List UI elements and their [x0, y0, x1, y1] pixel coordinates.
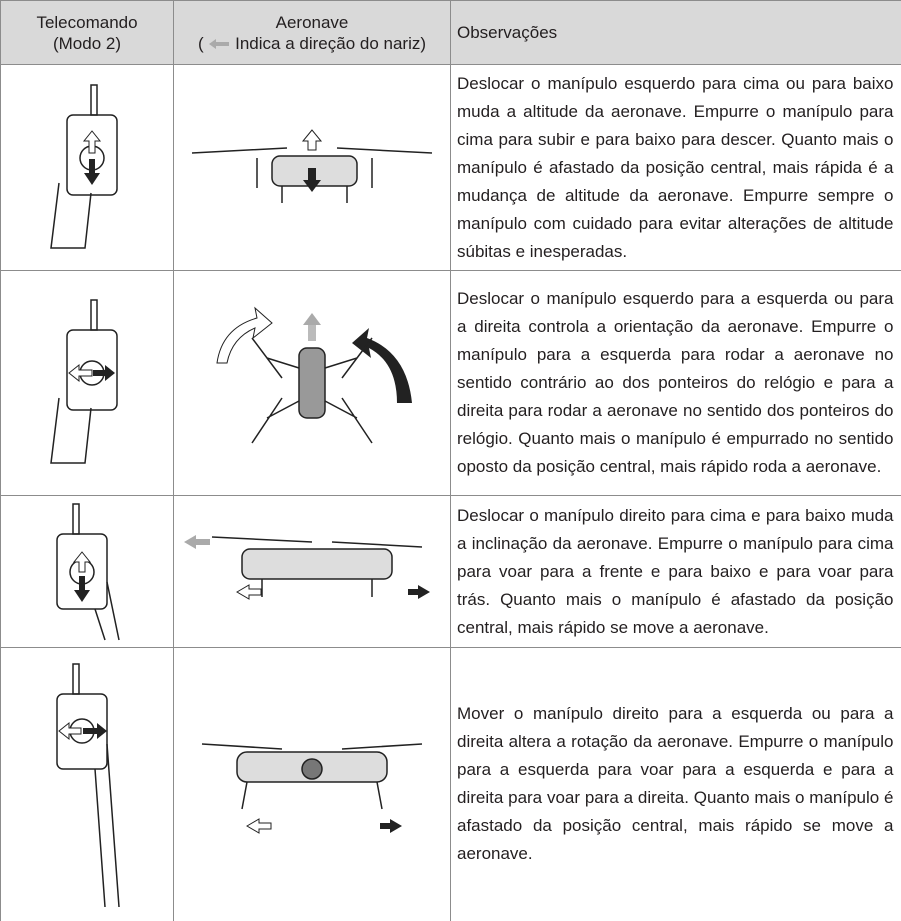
header-text: (Modo 2) — [52, 33, 122, 53]
row: Deslocar o manípulo direito para cima e … — [0, 495, 901, 648]
header-row: Telecomando (Modo 2) Aeronave ( Indica a … — [0, 0, 901, 65]
aircraft-cell — [173, 495, 451, 648]
row: Deslocar o manípulo esquerdo para cima o… — [0, 64, 901, 271]
aircraft-cell — [173, 64, 451, 271]
aircraft-cell — [173, 647, 451, 921]
header-text: Telecomando — [36, 12, 138, 32]
header-text: ( — [197, 33, 204, 53]
description-cell: Mover o manípulo direito para a esquerda… — [450, 647, 901, 921]
nose-icon — [209, 39, 230, 50]
description-cell: Deslocar o manípulo esquerdo para a esqu… — [450, 270, 901, 496]
row: Deslocar o manípulo esquerdo para a esqu… — [0, 270, 901, 496]
aircraft-illustration — [184, 534, 430, 600]
description-cell: Deslocar o manípulo esquerdo para cima o… — [450, 64, 901, 271]
remote-cell — [0, 647, 174, 921]
remote-illustration — [50, 83, 118, 249]
remote-illustration — [50, 299, 118, 464]
row: Mover o manípulo direito para a esquerda… — [0, 647, 901, 921]
header-text: Aeronave — [275, 12, 349, 32]
header-cell: Aeronave ( Indica a direção do nariz) — [173, 0, 451, 65]
remote-cell — [0, 64, 174, 271]
header-note: ( Indica a direção do nariz) — [174, 33, 450, 54]
description-cell: Deslocar o manípulo direito para cima e … — [450, 495, 901, 648]
header-text: Indica a direção do nariz) — [235, 33, 427, 53]
aircraft-cell — [173, 270, 451, 496]
aircraft-illustration — [201, 743, 423, 835]
header-cell: Telecomando (Modo 2) — [0, 0, 174, 65]
header-cell: Observações — [450, 0, 901, 65]
remote-illustration — [56, 502, 120, 640]
remote-cell — [0, 495, 174, 648]
aircraft-illustration — [191, 128, 433, 203]
remote-illustration — [56, 663, 120, 908]
remote-cell — [0, 270, 174, 496]
aircraft-illustration — [216, 306, 412, 444]
